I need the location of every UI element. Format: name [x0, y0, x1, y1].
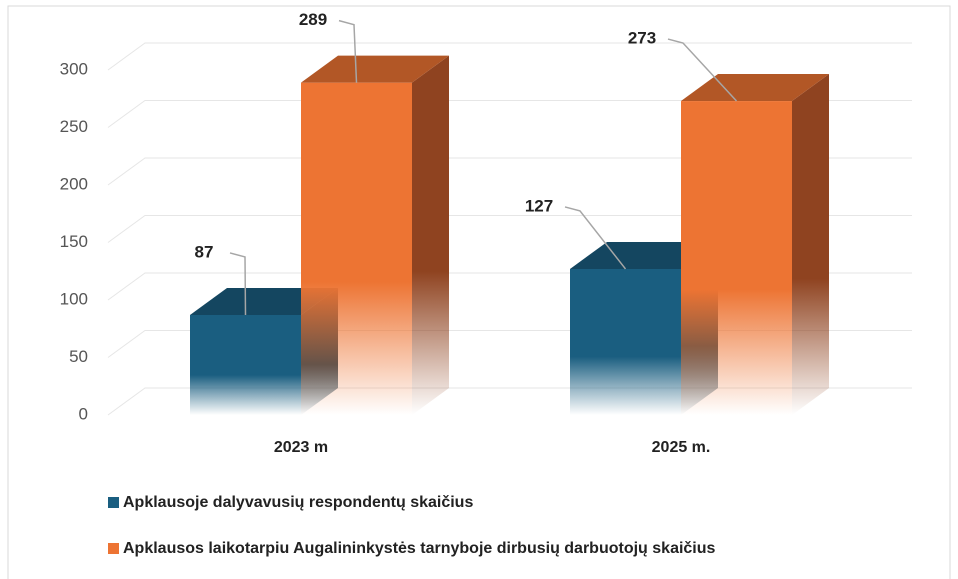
bar [570, 268, 681, 415]
grid-line [107, 42, 912, 71]
y-tick-label: 300 [60, 59, 88, 78]
y-tick-label: 150 [60, 232, 88, 251]
value-label: 289 [299, 10, 327, 29]
x-tick-label: 2025 m. [652, 439, 711, 456]
bar [681, 101, 792, 416]
value-label: 87 [195, 242, 214, 261]
x-tick-label: 2023 m [274, 439, 328, 456]
legend-label: Apklausos laikotarpiu Augalininkystės ta… [123, 540, 716, 557]
bar-side [792, 74, 829, 416]
y-tick-label: 250 [60, 117, 88, 136]
leader-line [338, 19, 358, 83]
y-tick-label: 200 [60, 174, 88, 193]
legend-swatch [108, 543, 119, 554]
grid-line [107, 215, 912, 243]
leader-line [564, 206, 627, 270]
leader-line [667, 38, 738, 102]
value-label: 127 [525, 196, 553, 215]
y-tick-label: 50 [69, 347, 88, 366]
y-tick-label: 100 [60, 289, 88, 308]
grid-line [107, 157, 912, 186]
bar-top [301, 55, 449, 83]
bar [190, 314, 301, 415]
legend-label: Apklausoje dalyvavusių respondentų skaič… [123, 494, 473, 511]
grid-line [107, 100, 912, 128]
leader-line [229, 252, 247, 315]
bar-side [412, 55, 449, 416]
bar [301, 82, 412, 416]
value-label: 273 [628, 29, 656, 48]
y-tick-label: 0 [79, 404, 88, 423]
legend-swatch [108, 497, 119, 508]
